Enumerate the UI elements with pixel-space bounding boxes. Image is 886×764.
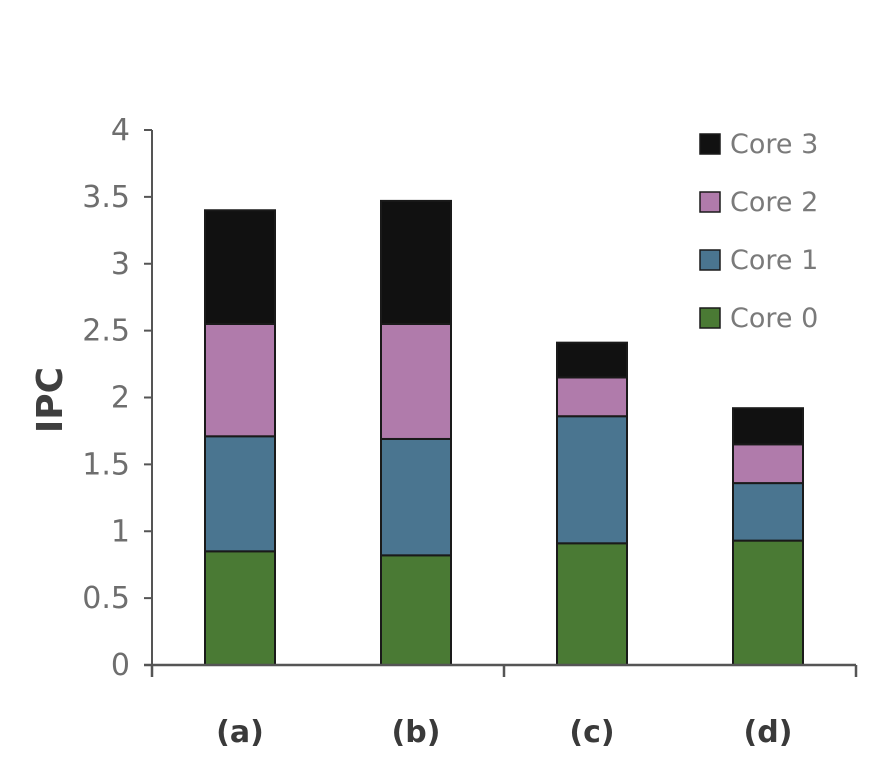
bar-segment-core-3 bbox=[556, 341, 628, 379]
bar-segment-core-1 bbox=[732, 482, 804, 542]
y-tick-label: 0 bbox=[111, 648, 130, 683]
y-axis-title: IPC bbox=[30, 367, 71, 433]
x-category-label: (a) bbox=[216, 715, 264, 750]
legend-label: Core 0 bbox=[730, 303, 818, 334]
bar-segment-core-0 bbox=[380, 554, 452, 667]
bar-segment-core-2 bbox=[732, 443, 804, 485]
bar-stack bbox=[556, 341, 628, 666]
bar-segment-core-1 bbox=[204, 435, 276, 553]
legend-swatch bbox=[699, 249, 721, 271]
bar-segment-core-3 bbox=[380, 199, 452, 325]
bar-stack bbox=[732, 407, 804, 666]
legend-label: Core 1 bbox=[730, 245, 818, 276]
bar-stack bbox=[380, 199, 452, 667]
legend-label: Core 3 bbox=[730, 129, 818, 160]
bar-segment-core-3 bbox=[732, 407, 804, 446]
legend-label: Core 2 bbox=[730, 187, 818, 218]
y-axis-ticks: 0 0.5 1 1.5 2 2.5 3 3.5 4 bbox=[82, 113, 152, 683]
bar-stacks bbox=[204, 199, 804, 667]
bar-segment-core-3 bbox=[204, 209, 276, 325]
bar-segment-core-1 bbox=[380, 437, 452, 557]
legend: Core 3 Core 2 Core 1 Core 0 bbox=[699, 129, 818, 334]
bar-segment-core-0 bbox=[556, 542, 628, 666]
bar-stack bbox=[204, 209, 276, 666]
x-axis-labels: (a) (b) (c) (d) bbox=[216, 715, 792, 750]
x-category-label: (c) bbox=[569, 715, 614, 750]
bar-segment-core-2 bbox=[380, 322, 452, 440]
bar-segment-core-0 bbox=[732, 539, 804, 666]
y-tick-label: 2 bbox=[111, 381, 130, 416]
y-tick-label: 1.5 bbox=[82, 447, 130, 482]
y-tick-label: 2.5 bbox=[82, 314, 130, 349]
legend-swatch bbox=[699, 307, 721, 329]
bar-segment-core-2 bbox=[204, 322, 276, 438]
y-tick-label: 0.5 bbox=[82, 581, 130, 616]
bar-segment-core-0 bbox=[204, 550, 276, 666]
legend-swatch bbox=[699, 191, 721, 213]
bar-segment-core-2 bbox=[556, 376, 628, 418]
x-category-label: (d) bbox=[744, 715, 793, 750]
bar-segment-core-1 bbox=[556, 415, 628, 545]
legend-swatch bbox=[699, 133, 721, 155]
y-tick-label: 1 bbox=[111, 514, 130, 549]
y-tick-label: 3.5 bbox=[82, 180, 130, 215]
axes bbox=[144, 130, 858, 677]
x-category-label: (b) bbox=[392, 715, 441, 750]
y-tick-label: 4 bbox=[111, 113, 130, 148]
y-tick-label: 3 bbox=[111, 247, 130, 282]
